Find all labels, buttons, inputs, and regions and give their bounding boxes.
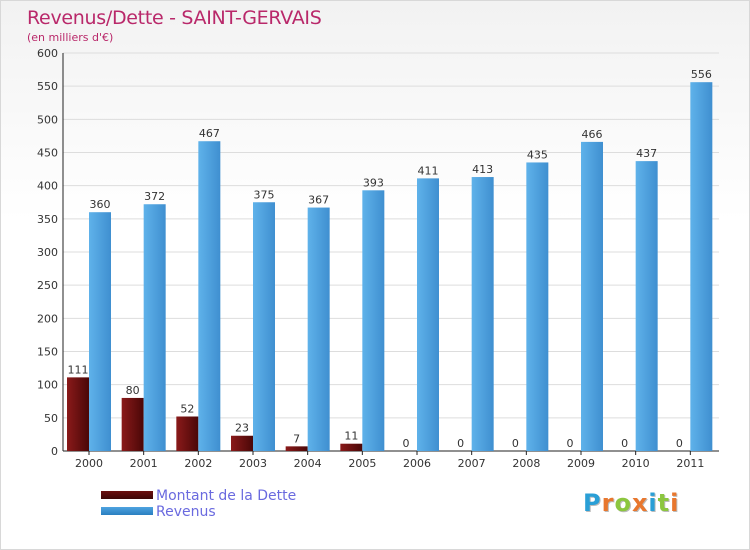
y-tick-label: 400 [37, 180, 58, 193]
revenue-data-label: 360 [90, 198, 111, 211]
revenue-data-label: 413 [472, 163, 493, 176]
logo-letter: i [670, 489, 680, 517]
debt-bar [231, 435, 253, 451]
revenue-data-label: 375 [254, 188, 275, 201]
revenue-bar [89, 212, 111, 451]
revenue-bar [526, 162, 549, 451]
x-tick-label: 2001 [130, 457, 158, 470]
x-tick-label: 2003 [239, 457, 267, 470]
logo-letter: t [657, 489, 671, 517]
logo-letter: x [631, 489, 649, 517]
x-tick-label: 2007 [458, 457, 486, 470]
debt-data-label: 7 [293, 432, 300, 445]
revenue-data-label: 466 [582, 128, 603, 141]
revenue-bar [198, 141, 221, 451]
revenue-bar [417, 178, 439, 451]
revenue-bar [635, 161, 658, 451]
x-tick-label: 2006 [403, 457, 431, 470]
y-tick-label: 50 [44, 412, 58, 425]
debt-data-label: 52 [180, 403, 194, 416]
revenue-data-label: 467 [199, 127, 220, 140]
legend-swatch-debt [101, 491, 153, 499]
revenue-data-label: 393 [363, 176, 384, 189]
x-tick-label: 2004 [294, 457, 322, 470]
y-tick-label: 550 [37, 80, 58, 93]
revenue-data-label: 556 [691, 68, 712, 81]
y-tick-label: 250 [37, 279, 58, 292]
revenue-data-label: 367 [308, 194, 329, 207]
debt-data-label: 0 [512, 437, 519, 450]
x-tick-label: 2010 [622, 457, 650, 470]
revenue-data-label: 437 [636, 147, 657, 160]
y-tick-label: 300 [37, 246, 58, 259]
y-tick-label: 100 [37, 379, 58, 392]
debt-bar [176, 416, 199, 451]
x-tick-label: 2011 [676, 457, 704, 470]
logo-letter: o [614, 489, 632, 517]
logo-letter: r [601, 489, 615, 517]
debt-data-label: 23 [235, 422, 249, 435]
debt-bar [285, 446, 308, 451]
revenue-bar [581, 141, 603, 452]
debt-data-label: 0 [621, 437, 628, 450]
revenue-data-label: 372 [144, 190, 165, 203]
chart-title: Revenus/Dette - SAINT-GERVAIS [27, 7, 322, 29]
y-tick-label: 0 [51, 445, 58, 458]
legend-label-revenue: Revenus [156, 504, 216, 520]
revenue-bar [143, 204, 166, 451]
debt-data-label: 0 [457, 437, 464, 450]
y-tick-label: 500 [37, 113, 58, 126]
revenue-bar [362, 190, 385, 451]
revenue-bar [471, 177, 494, 451]
revenue-data-label: 435 [527, 148, 548, 161]
y-tick-label: 600 [37, 47, 58, 60]
x-tick-label: 2005 [348, 457, 376, 470]
legend-label-debt: Montant de la Dette [156, 488, 297, 504]
y-tick-label: 350 [37, 213, 58, 226]
debt-data-label: 0 [567, 437, 574, 450]
logo-letter: i [648, 489, 658, 517]
revenue-data-label: 411 [418, 164, 439, 177]
y-tick-label: 200 [37, 312, 58, 325]
debt-bar [121, 397, 144, 451]
x-tick-label: 2008 [512, 457, 540, 470]
debt-bar [67, 377, 89, 451]
x-tick-label: 2002 [184, 457, 212, 470]
y-tick-label: 150 [37, 346, 58, 359]
proxiti-logo: Proxiti [583, 489, 679, 517]
revenue-bar [307, 207, 330, 451]
debt-data-label: 111 [68, 363, 89, 376]
debt-bar [340, 443, 363, 451]
chart-subtitle: (en milliers d'€) [27, 31, 114, 44]
y-tick-label: 450 [37, 147, 58, 160]
legend-swatch-revenue [101, 507, 153, 515]
debt-data-label: 0 [676, 437, 683, 450]
x-tick-label: 2009 [567, 457, 595, 470]
debt-data-label: 11 [344, 430, 358, 443]
debt-data-label: 0 [403, 437, 410, 450]
debt-data-label: 80 [126, 384, 140, 397]
x-tick-label: 2000 [75, 457, 103, 470]
revenue-bar [690, 82, 713, 451]
logo-letter: P [583, 489, 602, 517]
revenue-bar [253, 202, 275, 451]
